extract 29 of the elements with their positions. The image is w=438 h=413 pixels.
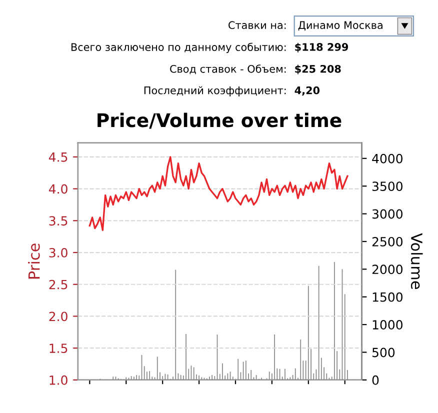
text: Свод ставок - Объем: (170, 64, 286, 74)
y2-tick-label: 1500 (372, 292, 402, 302)
y-tick-label: 4.0 (48, 184, 68, 194)
y2-tick-label: 2000 (372, 264, 402, 274)
y2-tick-label: 3000 (372, 209, 402, 219)
y-tick-label: 1.0 (50, 375, 68, 385)
y-tick-label: 3.0 (49, 248, 68, 258)
line-series (88, 156, 348, 232)
y2-axis-title: Volume (410, 233, 423, 290)
chart-title: Price/Volume over time (98, 112, 342, 129)
y-tick-label: 2.0 (49, 312, 68, 322)
y-tick-label: 2.5 (49, 280, 68, 290)
text: $25 208 (295, 64, 341, 74)
y-tick-label: 1.5 (50, 344, 68, 354)
text: $118 299 (295, 42, 348, 52)
text: Динамо Москва (298, 21, 382, 31)
y2-tick-label: 1000 (372, 320, 402, 330)
y-tick-label: 4.5 (48, 152, 68, 162)
text: 4,20 (294, 86, 320, 96)
y2-tick-label: 3500 (372, 182, 402, 192)
y2-tick-label: 4000 (372, 154, 402, 164)
text: Последний коэффициент: (144, 86, 286, 96)
y2-tick-label: 500 (372, 348, 395, 358)
text: Ставки на: (228, 21, 286, 30)
y2-tick-label: 2500 (372, 236, 402, 246)
text: Всего заключено по данному событию: (72, 42, 286, 54)
y-tick-label: 3.5 (49, 216, 68, 226)
y-axis-title: Price (28, 244, 40, 279)
y2-tick-label: 0 (372, 375, 379, 385)
